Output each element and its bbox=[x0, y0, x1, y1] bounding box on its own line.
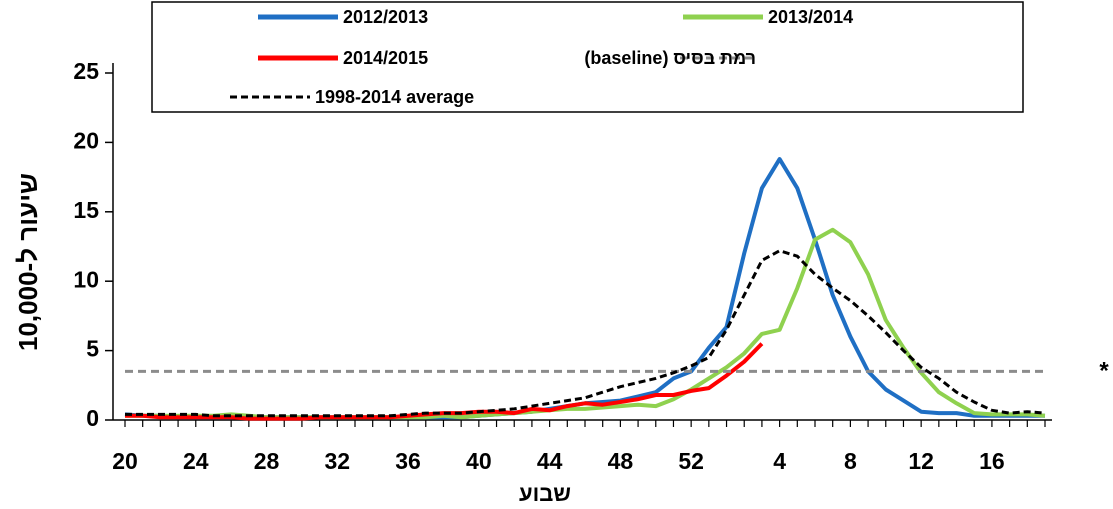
legend-label: 2012/2013 bbox=[343, 7, 428, 27]
series-line bbox=[125, 227, 1046, 420]
x-tick-label: 20 bbox=[112, 448, 138, 474]
x-tick-label: 4 bbox=[773, 448, 786, 474]
legend-label: רמת בסיס (baseline) bbox=[584, 48, 756, 68]
y-tick-label: 15 bbox=[73, 197, 99, 223]
annotation: * bbox=[1099, 357, 1109, 384]
legend-label: 2014/2015 bbox=[343, 48, 428, 68]
y-tick-label: 10 bbox=[73, 266, 99, 292]
x-tick-label: 12 bbox=[908, 448, 934, 474]
y-axis-label: שיעור ל-10,000 bbox=[13, 173, 43, 351]
x-tick-label: 24 bbox=[183, 448, 209, 474]
x-tick-label: 44 bbox=[537, 448, 563, 474]
x-axis-label: שבוע bbox=[519, 481, 571, 506]
y-tick-label: 25 bbox=[73, 58, 99, 84]
legend-label: 2013/2014 bbox=[768, 7, 853, 27]
series-line bbox=[125, 249, 1046, 418]
y-tick-label: 5 bbox=[86, 336, 99, 362]
x-tick-label: 32 bbox=[325, 448, 351, 474]
x-tick-label: 52 bbox=[678, 448, 704, 474]
series-line bbox=[124, 157, 1045, 420]
y-tick-label: 20 bbox=[73, 127, 99, 153]
legend-label: 1998-2014 average bbox=[315, 87, 474, 107]
x-tick-label: 16 bbox=[979, 448, 1005, 474]
x-tick-label: 28 bbox=[254, 448, 280, 474]
x-tick-label: 40 bbox=[466, 448, 492, 474]
series-line bbox=[125, 342, 764, 421]
y-tick-label: 0 bbox=[86, 405, 99, 431]
x-tick-label: 8 bbox=[844, 448, 857, 474]
x-tick-label: 48 bbox=[608, 448, 634, 474]
x-tick-label: 36 bbox=[395, 448, 421, 474]
